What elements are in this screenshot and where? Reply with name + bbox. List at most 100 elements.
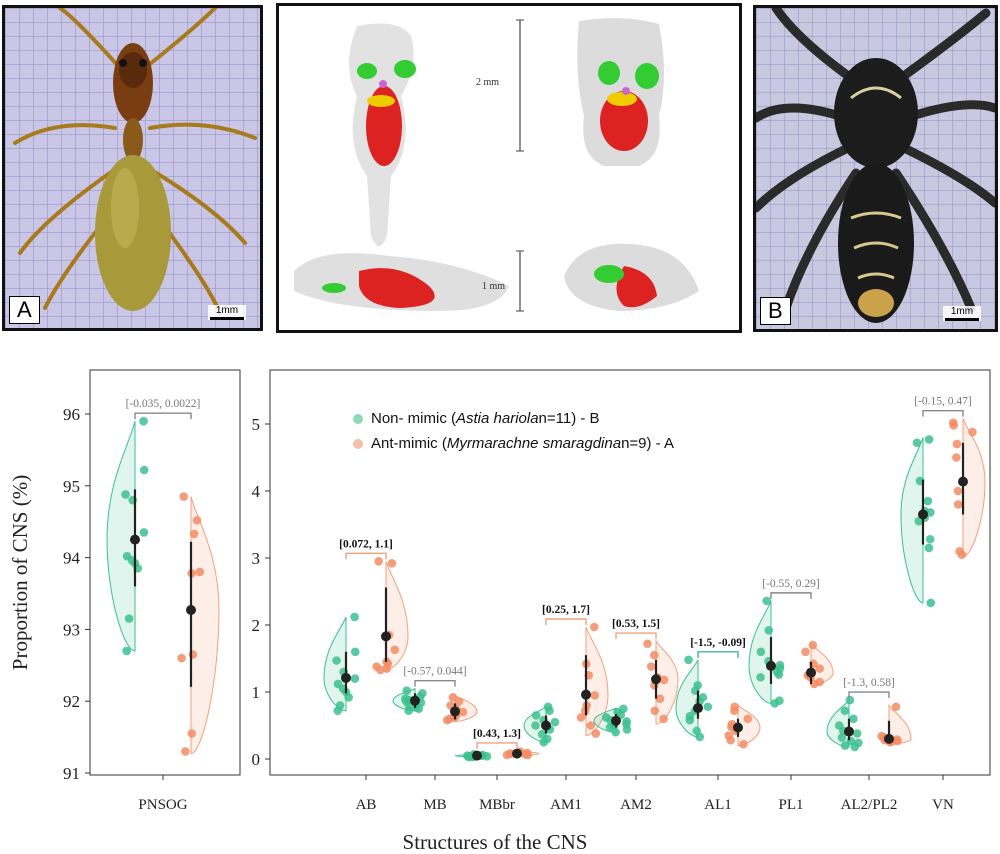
mean-marker-antmimic (958, 476, 968, 487)
data-point-antmimic (650, 706, 660, 716)
mean-marker-antmimic (733, 722, 743, 733)
data-point-nonmimic (764, 626, 774, 635)
ci-annotation: [0.53, 1.5] (612, 618, 660, 630)
x-tick-label: AM1 (550, 797, 582, 813)
significance-bracket (345, 552, 387, 560)
data-point-antmimic (949, 421, 958, 430)
data-point-nonmimic (774, 670, 784, 679)
significance-bracket (414, 679, 456, 687)
data-point-nonmimic (611, 727, 620, 737)
data-point-antmimic (382, 664, 392, 673)
mean-marker-nonmimic (130, 534, 140, 545)
significance-bracket (545, 618, 587, 626)
mean-marker-antmimic (806, 667, 816, 678)
data-point-nonmimic (344, 693, 353, 702)
legend-entry-antmimic: Ant-mimic (Myrmarachne smaragdina n=9) -… (353, 431, 674, 456)
data-point-antmimic (179, 492, 189, 501)
data-point-nonmimic (332, 656, 341, 665)
data-point-nonmimic (840, 706, 850, 716)
legend-label-antmimic-prefix: Ant-mimic ( (371, 435, 447, 452)
significance-bracket (697, 651, 739, 658)
x-tick-label: VN (932, 797, 954, 813)
data-point-antmimic (188, 650, 198, 659)
scale-bar-b-label: 1mm (950, 306, 974, 317)
data-point-nonmimic (414, 704, 424, 714)
mean-marker-nonmimic (766, 660, 776, 671)
dorsal-view-ant-mimic (349, 23, 416, 246)
ci-annotation: [0.25, 1.7] (542, 604, 590, 616)
y-tick-label: 3 (252, 549, 261, 568)
data-point-nonmimic (925, 534, 935, 544)
data-point-nonmimic (622, 725, 632, 734)
data-point-antmimic (891, 702, 901, 712)
scale-label-2mm: 2 mm (476, 77, 499, 88)
legend-marker-nonmimic (353, 413, 363, 424)
data-point-nonmimic (912, 438, 922, 448)
significance-bracket (134, 412, 192, 420)
x-axis-label: Structures of the CNS (403, 830, 588, 854)
x-tick-label: PL1 (778, 797, 803, 813)
data-point-nonmimic (756, 672, 765, 682)
mean-marker-antmimic (651, 674, 661, 685)
data-point-antmimic (458, 707, 468, 717)
significance-bracket (476, 742, 518, 749)
data-point-antmimic (952, 453, 961, 462)
scale-label-1mm: 1 mm (482, 281, 505, 292)
data-point-nonmimic (924, 543, 934, 553)
data-point-antmimic (376, 665, 385, 675)
legend-label-nonmimic-prefix: Non- mimic ( (371, 410, 456, 427)
data-point-antmimic (195, 567, 205, 577)
data-point-nonmimic (124, 614, 134, 623)
panel-letter-b: B (760, 297, 791, 325)
data-point-antmimic (502, 750, 512, 760)
photo-panel-b: B 1mm (753, 5, 998, 332)
data-point-antmimic (659, 675, 669, 685)
data-point-nonmimic (531, 721, 540, 730)
data-point-antmimic (815, 664, 824, 673)
data-point-antmimic (655, 694, 665, 703)
chart-2-group (265, 369, 991, 780)
data-point-antmimic (726, 735, 735, 745)
mean-marker-antmimic (512, 748, 522, 759)
legend-entry-nonmimic: Non- mimic (Astia hariola n=11) - B (353, 406, 674, 431)
mean-marker-nonmimic (541, 720, 551, 731)
scale-bar-a-label: 1mm (215, 305, 239, 316)
brain-reconstruction-panel: 2 mm 1 mm (276, 3, 742, 333)
legend-label-antmimic-suffix: n=9) - A (621, 435, 675, 452)
chart-legend: Non- mimic (Astia hariola n=11) - B Ant-… (353, 406, 674, 456)
x-tick-label: PNSOG (138, 797, 187, 813)
data-point-nonmimic (685, 715, 695, 725)
data-point-nonmimic (482, 752, 492, 761)
data-point-nonmimic (350, 674, 360, 683)
significance-bracket (922, 409, 964, 417)
mean-marker-nonmimic (693, 703, 703, 714)
brain-reconstruction-illustration: 2 mm 1 mm (279, 6, 739, 330)
data-point-nonmimic (762, 596, 772, 606)
data-point-nonmimic (404, 706, 413, 716)
ci-annotation: [0.43, 1.3] (473, 728, 521, 740)
data-point-nonmimic (550, 717, 560, 727)
data-point-antmimic (591, 729, 601, 738)
data-point-antmimic (586, 721, 596, 730)
data-point-antmimic (448, 693, 458, 702)
data-point-antmimic (739, 739, 748, 749)
data-point-antmimic (809, 679, 819, 689)
violin-antmimic (190, 496, 220, 755)
x-tick-label: MB (423, 797, 446, 813)
data-point-nonmimic (840, 741, 850, 750)
data-point-antmimic (650, 650, 659, 660)
violin-nonmimic (675, 659, 699, 738)
data-point-nonmimic (139, 416, 148, 426)
data-point-nonmimic (926, 598, 936, 608)
data-point-antmimic (659, 714, 668, 724)
data-point-nonmimic (545, 706, 554, 716)
mean-marker-antmimic (450, 706, 460, 717)
significance-bracket (615, 632, 657, 640)
panel-letter-a: A (9, 296, 40, 324)
data-point-nonmimic (684, 655, 693, 665)
x-tick-label: MBbr (479, 797, 515, 813)
data-point-antmimic (454, 697, 464, 706)
violin-nonmimic (106, 421, 136, 652)
y-tick-label: 95 (63, 477, 80, 496)
